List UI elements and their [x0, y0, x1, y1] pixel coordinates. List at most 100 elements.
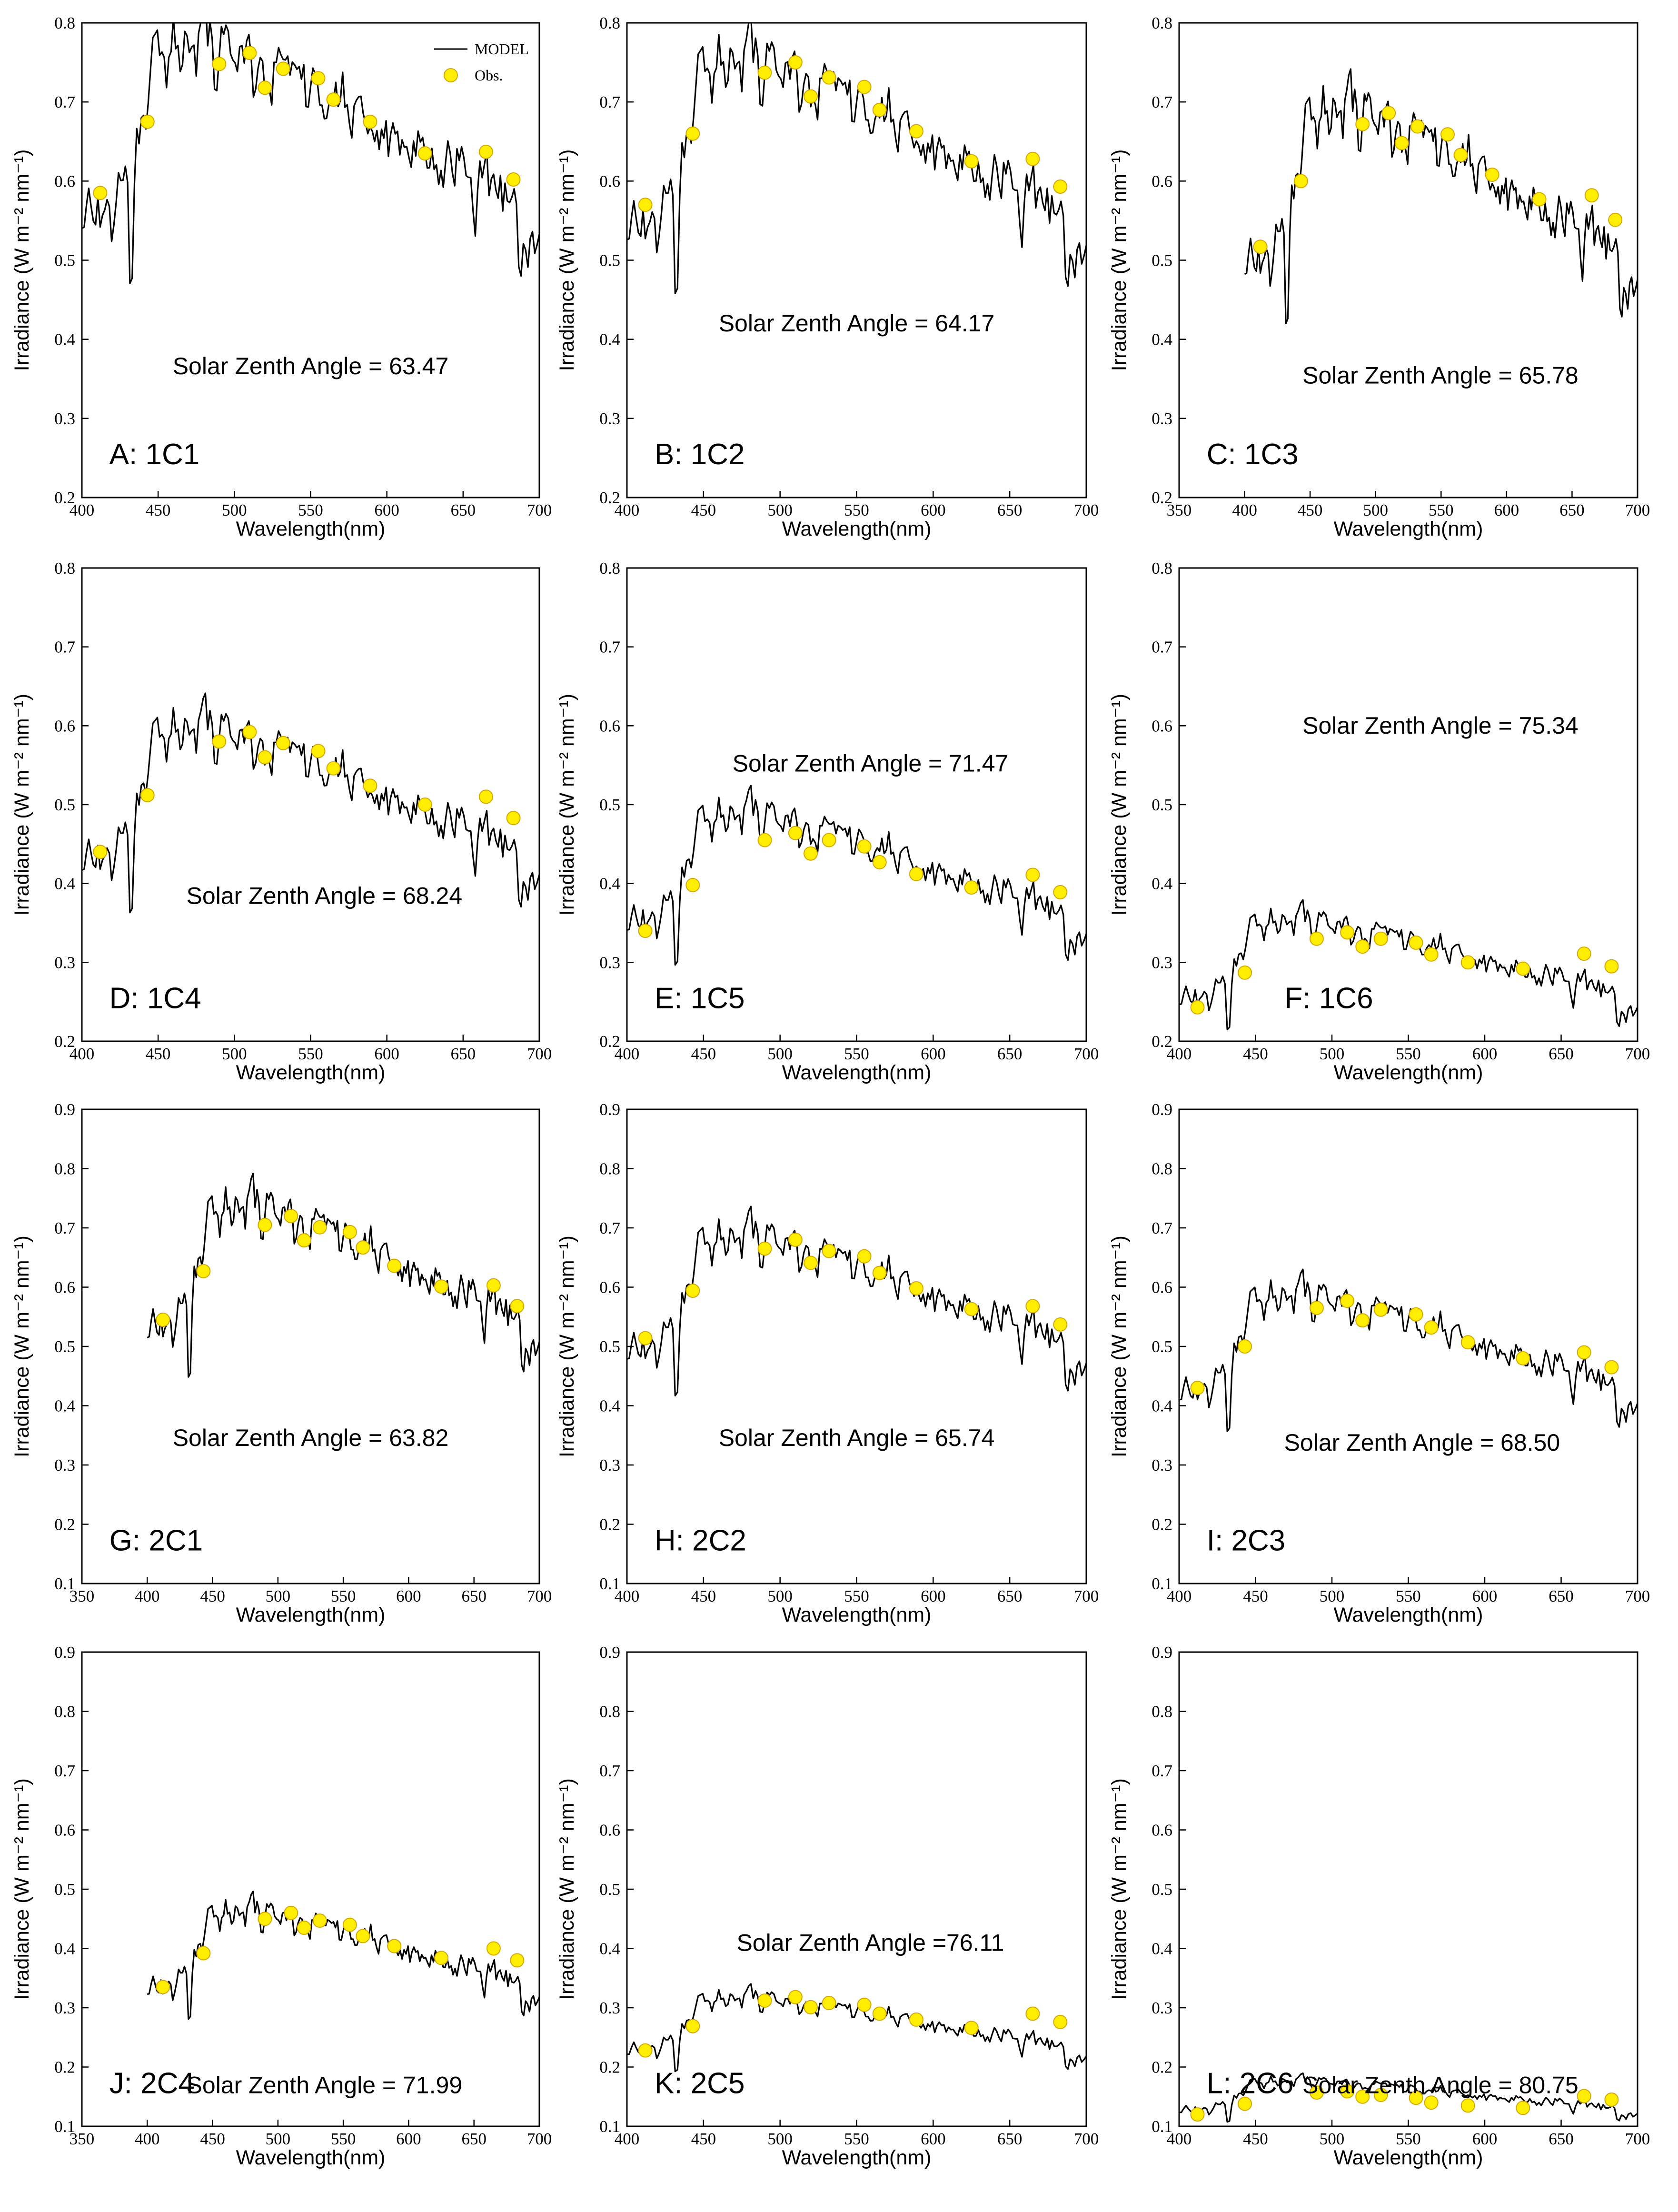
obs-point	[1409, 1307, 1423, 1322]
obs-point	[1584, 188, 1599, 203]
x-tick-label: 450	[691, 1045, 716, 1063]
plot-frame	[1178, 1651, 1638, 2127]
y-tick-label: 0.7	[1152, 638, 1172, 657]
y-tick-label: 0.3	[1152, 953, 1172, 972]
y-tick-label: 0.2	[599, 1515, 620, 1534]
y-tick-label: 0.2	[599, 1032, 620, 1051]
obs-point	[156, 1312, 170, 1327]
x-tick-label: 450	[200, 1587, 225, 1605]
model-line	[82, 23, 539, 285]
y-tick-label: 0.5	[599, 251, 620, 270]
model-line	[1179, 899, 1638, 1031]
x-tick-label: 400	[615, 501, 640, 519]
x-tick-label: 400	[615, 2130, 640, 2148]
obs-point	[93, 186, 108, 200]
obs-point	[1460, 2098, 1475, 2113]
y-tick-label: 0.3	[1152, 1456, 1172, 1475]
x-tick-label: 500	[222, 501, 247, 519]
x-axis-label: Wavelength(nm)	[782, 1061, 932, 1084]
x-tick-label: 550	[331, 1587, 356, 1605]
x-tick-label: 400	[615, 1045, 640, 1063]
obs-point	[1340, 2084, 1355, 2099]
panel-label: E: 1C5	[655, 982, 745, 1015]
obs-point	[356, 1929, 370, 1943]
x-tick-label: 400	[70, 501, 95, 519]
x-tick-label: 600	[1472, 1587, 1498, 1605]
model-line	[627, 1206, 1086, 1397]
y-tick-label: 0.1	[54, 1574, 75, 1593]
obs-point	[788, 1990, 803, 2004]
obs-point	[638, 2043, 653, 2058]
obs-point	[297, 1233, 311, 1248]
x-axis-label: Wavelength(nm)	[1334, 518, 1483, 540]
zenith-angle-annotation: Solar Zenth Angle = 64.17	[719, 310, 995, 337]
x-tick-label: 550	[331, 2130, 356, 2148]
obs-point	[788, 55, 803, 70]
y-tick-label: 0.1	[54, 2117, 75, 2136]
obs-point	[478, 789, 493, 804]
obs-point	[1394, 136, 1409, 150]
obs-point	[276, 736, 290, 750]
x-tick-label: 700	[527, 1587, 552, 1605]
x-tick-label: 500	[1363, 501, 1388, 519]
y-tick-label: 0.4	[599, 1397, 620, 1415]
x-tick-label: 650	[997, 1587, 1023, 1605]
x-tick-label: 500	[767, 1587, 793, 1605]
obs-point	[212, 57, 227, 71]
x-tick-label: 550	[844, 2130, 869, 2148]
y-tick-label: 0.7	[599, 1762, 620, 1780]
obs-point	[196, 1946, 211, 1961]
obs-point	[1253, 239, 1268, 254]
obs-point	[242, 725, 257, 739]
x-tick-label: 600	[921, 1045, 946, 1063]
obs-point	[1373, 2088, 1388, 2102]
obs-point	[909, 2012, 923, 2027]
y-tick-label: 0.4	[54, 1397, 75, 1415]
x-tick-label: 400	[1232, 501, 1257, 519]
x-tick-label: 600	[1472, 2130, 1498, 2148]
x-tick-label: 700	[1625, 1045, 1650, 1063]
x-tick-label: 700	[527, 501, 552, 519]
plot-frame	[626, 1108, 1087, 1584]
y-tick-label: 0.7	[599, 93, 620, 111]
obs-point	[387, 1258, 402, 1273]
y-tick-label: 0.8	[1152, 14, 1172, 32]
x-tick-label: 500	[266, 1587, 291, 1605]
obs-point	[156, 1980, 170, 1994]
x-tick-label: 500	[767, 2130, 793, 2148]
obs-point	[312, 1220, 327, 1235]
panel-0: 400 450 500 550 600 650 700 0.2 0.3 0.4 0.5 0.6 0.7 0…	[10, 14, 552, 540]
y-tick-label: 0.8	[1152, 559, 1172, 578]
obs-point	[804, 2000, 818, 2014]
obs-point	[258, 750, 272, 765]
x-tick-label: 600	[1494, 501, 1519, 519]
x-tick-label: 700	[1074, 1587, 1099, 1605]
obs-point	[804, 846, 818, 861]
x-tick-label: 650	[1559, 501, 1585, 519]
obs-point	[964, 880, 979, 895]
panel-label: C: 1C3	[1207, 438, 1299, 471]
x-tick-label: 550	[298, 1045, 323, 1063]
model-line	[147, 1173, 539, 1378]
y-tick-label: 0.2	[1152, 488, 1172, 507]
obs-point	[1190, 1381, 1205, 1395]
x-tick-label: 550	[844, 1045, 869, 1063]
y-tick-label: 0.8	[1152, 1160, 1172, 1178]
obs-point	[1424, 2095, 1439, 2110]
y-tick-label: 0.4	[1152, 1397, 1172, 1415]
y-tick-label: 0.5	[1152, 796, 1172, 814]
y-tick-label: 0.5	[1152, 1337, 1172, 1356]
x-tick-label: 400	[615, 1587, 640, 1605]
y-tick-label: 0.5	[54, 251, 75, 270]
obs-point	[909, 867, 923, 881]
obs-point	[1604, 1360, 1619, 1375]
zenith-angle-annotation: Solar Zenth Angle = 75.34	[1302, 712, 1579, 739]
obs-point	[342, 1225, 357, 1239]
obs-point	[857, 839, 872, 854]
model-line	[147, 1891, 539, 2020]
obs-point	[434, 1279, 449, 1294]
y-axis-label: Irradiance (W m⁻² nm⁻¹)	[1108, 1236, 1131, 1457]
x-tick-label: 700	[1074, 1045, 1099, 1063]
zenith-angle-annotation: Solar Zenth Angle = 68.50	[1284, 1429, 1560, 1456]
y-tick-label: 0.3	[54, 953, 75, 972]
